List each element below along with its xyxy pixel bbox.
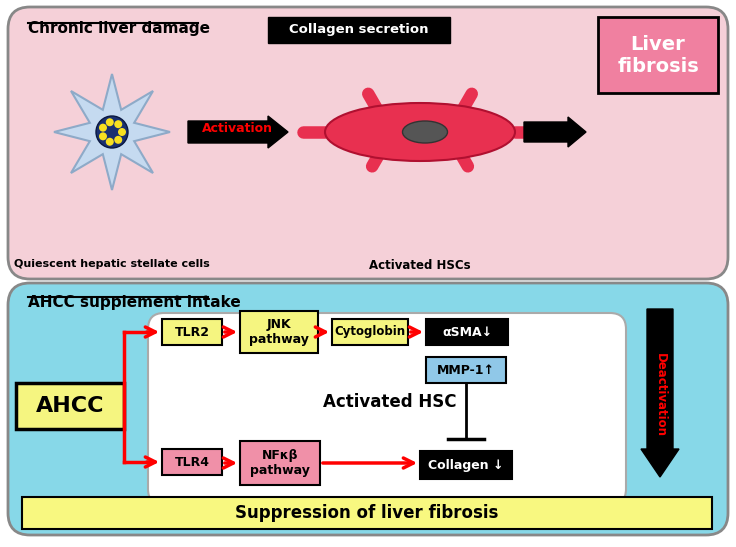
Text: Collagen secretion: Collagen secretion	[289, 24, 429, 37]
Text: AHCC: AHCC	[36, 396, 105, 416]
Circle shape	[99, 124, 107, 132]
Bar	[240, 311, 318, 353]
Text: Cytoglobin: Cytoglobin	[334, 325, 406, 339]
FancyBboxPatch shape	[8, 283, 728, 535]
Circle shape	[114, 120, 122, 128]
Text: Suppression of liver fibrosis: Suppression of liver fibrosis	[236, 504, 499, 522]
Text: Quiescent hepatic stellate cells: Quiescent hepatic stellate cells	[14, 259, 210, 269]
Text: Chronic liver damage: Chronic liver damage	[28, 21, 210, 36]
Bar	[426, 319, 508, 345]
Circle shape	[106, 118, 114, 126]
Bar	[162, 449, 222, 475]
FancyArrow shape	[524, 117, 586, 147]
Text: TLR4: TLR4	[174, 456, 210, 468]
Text: Collagen ↓: Collagen ↓	[428, 458, 503, 472]
Text: Liver
fibrosis: Liver fibrosis	[617, 34, 699, 75]
Text: Activated HSCs: Activated HSCs	[369, 259, 471, 272]
FancyArrow shape	[641, 309, 679, 477]
Text: JNK
pathway: JNK pathway	[249, 318, 309, 346]
Bar	[240, 441, 320, 485]
Text: Deactivation: Deactivation	[654, 353, 667, 437]
Text: NFκβ
pathway: NFκβ pathway	[250, 449, 310, 477]
Bar	[420, 451, 512, 479]
Text: MMP-1↑: MMP-1↑	[437, 364, 495, 376]
Ellipse shape	[325, 103, 515, 161]
Bar	[162, 319, 222, 345]
Circle shape	[118, 128, 126, 136]
Text: AHCC supplement intake: AHCC supplement intake	[28, 295, 241, 310]
FancyBboxPatch shape	[148, 313, 626, 505]
Polygon shape	[54, 74, 170, 190]
Text: αSMA↓: αSMA↓	[442, 325, 492, 339]
Bar	[598, 17, 718, 93]
Bar	[16, 383, 124, 429]
Ellipse shape	[403, 121, 447, 143]
Bar	[22, 497, 712, 529]
FancyArrow shape	[188, 116, 288, 148]
Circle shape	[114, 136, 122, 144]
Text: Activation: Activation	[202, 123, 272, 136]
Circle shape	[96, 116, 128, 148]
Bar	[332, 319, 408, 345]
Circle shape	[106, 138, 114, 146]
Text: TLR2: TLR2	[174, 325, 210, 339]
Text: Activated HSC: Activated HSC	[323, 393, 457, 411]
Bar	[268, 17, 450, 43]
Bar	[426, 357, 506, 383]
Circle shape	[99, 132, 107, 141]
FancyBboxPatch shape	[8, 7, 728, 279]
